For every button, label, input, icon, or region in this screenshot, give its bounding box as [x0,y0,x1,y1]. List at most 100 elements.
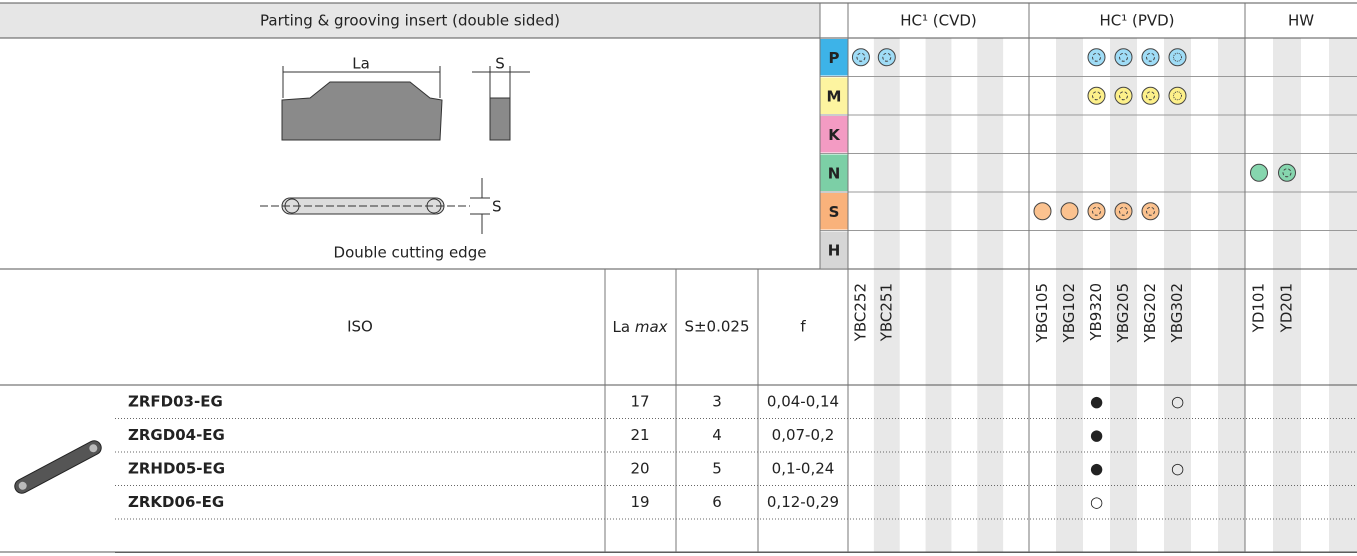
grade-label: YBG205 [1114,283,1132,343]
grade-icon [1060,202,1079,221]
material-letter: H [828,241,841,259]
grade-icon [1114,86,1133,105]
column-stripe [1056,38,1083,552]
grade-icon-detail [1173,91,1182,101]
group-header: HC¹ (CVD) [900,12,977,30]
grade-icon-detail [1146,91,1155,101]
group-header: HW [1288,12,1314,30]
material-cell [820,231,848,268]
iso-code: ZRKD06-EG [128,493,224,511]
insert-drawing [260,66,530,234]
grade-icon [1141,48,1160,67]
table-title: Parting & grooving insert (double sided) [260,12,560,30]
dim-s: S [495,55,505,73]
s-value: 4 [712,426,722,444]
la-value: 20 [630,459,649,477]
material-cell [820,193,848,230]
column-stripe [873,38,900,552]
dim-la: La [352,55,370,73]
grade-icon [1141,202,1160,221]
grade-icon [1168,48,1187,67]
iso-code: ZRFD03-EG [128,392,223,410]
material-letter: P [829,49,840,67]
la-label: La [612,318,630,336]
material-cell [820,154,848,191]
grade-icon [1087,202,1106,221]
s-value: 6 [712,493,722,511]
material-cell [820,77,848,114]
material-letter: S [829,203,840,221]
grade-label: YBC251 [877,283,895,342]
group-header: HC¹ (PVD) [1099,12,1174,30]
grade-icon [1087,86,1106,105]
la-value: 21 [630,426,649,444]
column-header: La max [612,318,667,336]
iso-code: ZRGD04-EG [128,426,225,444]
grade-icon-detail [1119,206,1128,216]
grade-mark: ○ [1171,459,1184,477]
grade-icon-detail [1173,52,1182,62]
grade-mark: ● [1090,459,1103,477]
grade-icon [1168,86,1187,105]
grade-icon [1250,163,1268,182]
material-letter: M [827,87,842,105]
column-stripe [1164,38,1191,552]
column-header: f [800,318,806,336]
material-letter: K [828,126,841,144]
grade-icon-detail [1146,52,1155,62]
dim-s-side: S [492,198,502,216]
grade-label: YBG102 [1060,283,1078,343]
column-stripe [925,38,952,552]
column-stripe [1218,38,1245,552]
la-value: 17 [630,392,649,410]
grade-icon [1087,48,1106,67]
grade-label: YBG202 [1141,283,1159,343]
column-stripe [1273,38,1301,552]
column-stripe [1329,38,1357,552]
grade-icon [851,48,870,67]
grade-icon [1278,163,1296,182]
f-value: 0,07-0,2 [772,426,835,444]
grade-icon [1114,48,1133,67]
material-cell [820,116,848,153]
iso-code: ZRHD05-EG [128,459,225,477]
f-value: 0,12-0,29 [767,493,839,511]
grade-icon-detail [1146,206,1155,216]
grade-label: YBG302 [1168,283,1186,343]
grade-label: YBC252 [851,283,869,342]
grade-icon-detail [1119,52,1128,62]
grade-icon-detail [1092,52,1101,62]
grade-icon-detail [1092,206,1101,216]
grade-icon [1141,86,1160,105]
f-value: 0,1-0,24 [772,459,835,477]
grade-mark: ● [1090,392,1103,410]
grade-mark: ○ [1171,392,1184,410]
grade-label: YD201 [1278,283,1296,333]
grade-icon-detail [856,52,866,62]
grade-icon-detail [1092,91,1101,101]
grade-label: YB9320 [1087,283,1105,342]
material-cell [820,39,848,76]
column-stripe [1110,38,1137,552]
f-value: 0,04-0,14 [767,392,839,410]
grade-icon-detail [1119,91,1128,101]
s-value: 5 [712,459,722,477]
grade-mark: ● [1090,426,1103,444]
grade-icon [877,48,896,67]
grade-label: YBG105 [1033,283,1051,343]
grade-mark: ○ [1090,493,1103,511]
grade-icon-detail [1282,168,1292,178]
grade-icon [1033,202,1052,221]
la-value: 19 [630,493,649,511]
column-header: ISO [347,318,373,336]
grade-label: YD101 [1250,283,1268,333]
insert-photo [14,440,102,494]
caption: Double cutting edge [334,244,487,262]
s-value: 3 [712,392,722,410]
background [873,38,1357,552]
material-letter: N [828,164,841,182]
grade-icon [1114,202,1133,221]
grade-icon-detail [882,52,892,62]
la-max: max [635,318,668,336]
